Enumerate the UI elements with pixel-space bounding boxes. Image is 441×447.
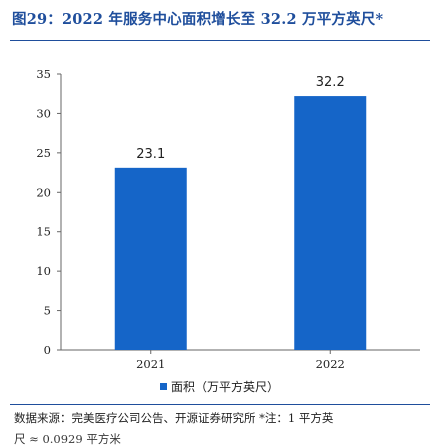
data-label: 32.2 (316, 75, 345, 90)
bar (114, 167, 187, 350)
bar (294, 96, 367, 350)
y-tick-label: 15 (36, 225, 51, 239)
y-tick-label: 25 (36, 146, 51, 160)
source-note-continued: 尺 ≈ 0.0929 平方米 (14, 432, 121, 446)
x-tick-label: 2021 (136, 357, 165, 371)
title-divider (10, 40, 430, 41)
y-tick-label: 5 (44, 304, 51, 318)
source-note: 数据来源：完美医疗公司公告、开源证券研究所 *注：1 平方英 (14, 411, 334, 425)
y-tick-label: 20 (36, 185, 51, 199)
y-tick-label: 10 (36, 264, 51, 278)
x-tick-label: 2022 (316, 357, 345, 371)
legend: 面积（万平方英尺） (160, 378, 279, 394)
chart-title: 图29：2022 年服务中心面积增长至 32.2 万平方英尺* (12, 11, 384, 28)
data-label: 23.1 (136, 147, 165, 162)
y-tick-label: 35 (36, 67, 51, 81)
legend-label: 面积（万平方英尺） (171, 379, 280, 394)
y-tick-label: 30 (36, 106, 51, 120)
bar-chart: 0 5 10 15 20 25 30 35 23.1 2021 32.2 2022 (36, 67, 420, 371)
source-divider (10, 404, 430, 405)
legend-swatch (160, 382, 167, 390)
y-tick-label: 0 (44, 343, 51, 357)
